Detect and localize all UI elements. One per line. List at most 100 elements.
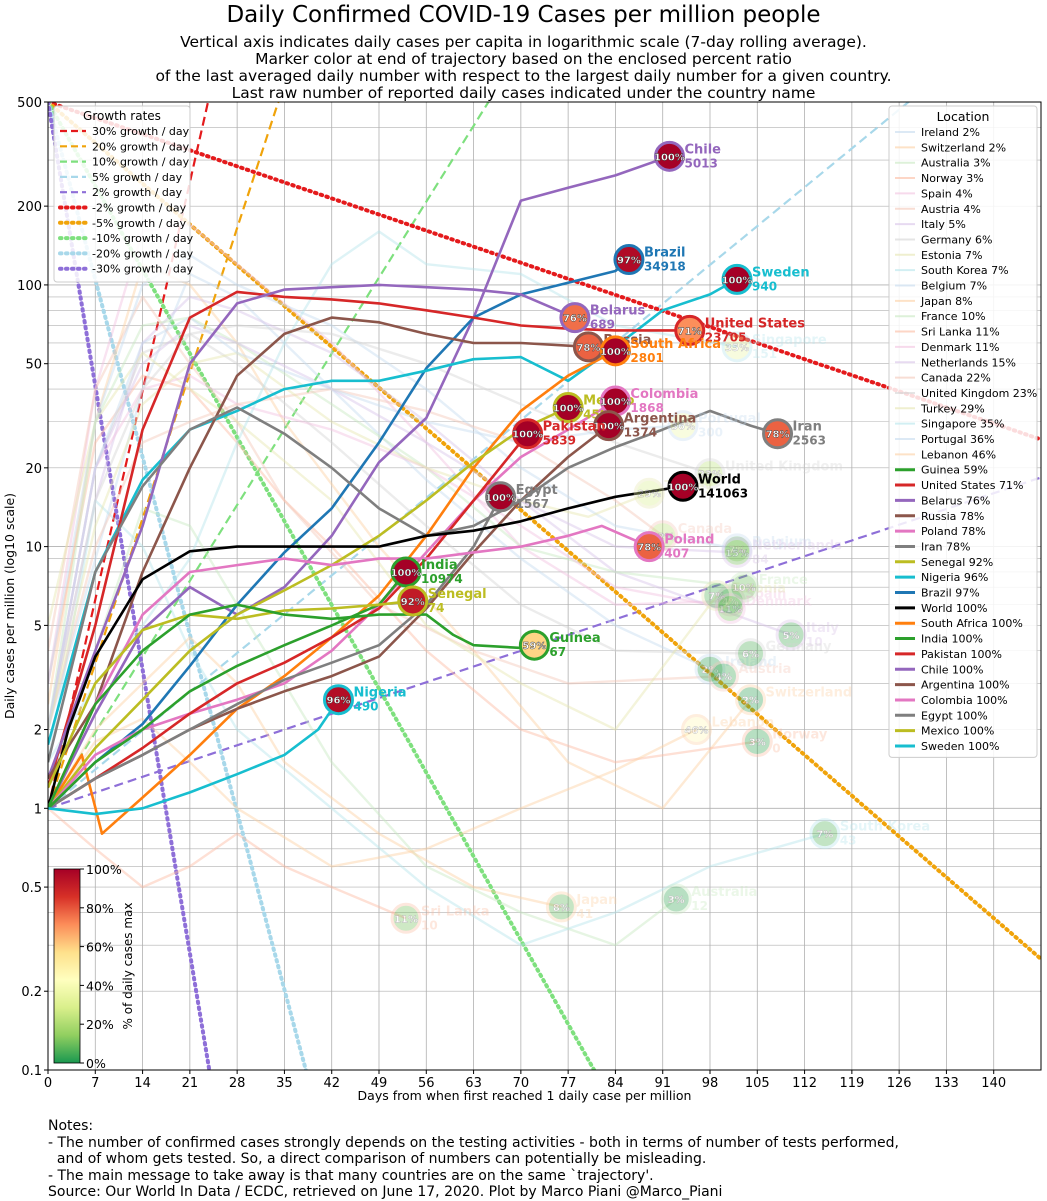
x-axis-label: Days from when first reached 1 daily cas…	[358, 1088, 692, 1103]
marker-percent: 11%	[718, 605, 742, 616]
series-line-spain	[48, 223, 731, 684]
marker-circle	[667, 470, 699, 502]
series-line-netherlands	[48, 324, 738, 730]
location-legend-label: South Africa 100%	[921, 617, 1023, 630]
marker-last-value: 67	[549, 645, 566, 659]
growth-legend-label: 10% growth / day	[92, 156, 190, 169]
location-legend-label: Lebanon 46%	[921, 448, 996, 461]
location-legend-label: Nigeria 96%	[921, 571, 988, 584]
series-line-united-states	[48, 290, 690, 788]
location-legend-label: Portugal 36%	[921, 433, 995, 446]
marker-last-value: 141063	[698, 486, 748, 500]
marker-country-label: Ireland	[725, 655, 777, 670]
marker-percent: 100%	[553, 404, 584, 415]
marker-last-value: 1868	[630, 401, 663, 415]
marker-circle	[653, 140, 685, 172]
marker-circle	[518, 629, 550, 661]
marker-country-label: Australia	[691, 885, 757, 900]
series-line-singapore	[48, 230, 738, 763]
marker-circle	[708, 660, 740, 692]
marker-percent: 100%	[391, 568, 422, 579]
growth-line	[48, 102, 1041, 961]
x-tick-label: 21	[182, 1076, 199, 1091]
y-tick-label: 10	[25, 541, 42, 556]
marker-percent: 11%	[394, 914, 418, 925]
notes-line: - The main message to take away is that …	[48, 1167, 654, 1184]
location-legend-label: Colombia 100%	[921, 694, 1008, 707]
marker-percent: 5%	[783, 631, 800, 642]
series-line-estonia	[48, 351, 718, 731]
marker-percent: 7%	[708, 592, 725, 603]
marker-country-label: Netherlands	[752, 538, 842, 553]
marker-percent: 78%	[576, 343, 600, 354]
y-tick-label: 50	[25, 358, 42, 373]
growth-legend-title: Growth rates	[83, 109, 161, 123]
location-legend-label: Brazil 97%	[921, 587, 980, 600]
marker-circle	[633, 477, 665, 509]
location-legend-label: Germany 6%	[921, 233, 993, 246]
marker-country-label: Lebanon	[711, 716, 774, 731]
series-line-germany	[48, 332, 751, 730]
series-line-ireland	[48, 272, 711, 730]
subtitle-line: Marker color at end of trajectory based …	[255, 50, 792, 68]
marker-last-value: 1374	[624, 426, 657, 440]
marker-percent: 78%	[766, 430, 790, 441]
marker-circle	[552, 392, 584, 424]
marker-percent: 100%	[722, 275, 753, 286]
faded-series	[48, 223, 826, 947]
location-legend-label: South Korea 7%	[921, 264, 1009, 277]
y-tick-label: 2	[34, 724, 42, 739]
marker-country-label: Switzerland	[766, 686, 853, 701]
source-line: Source: Our World In Data / ECDC, retrie…	[48, 1184, 723, 1200]
marker-country-label: Canada	[678, 522, 732, 537]
subtitle-line: Last raw number of reported daily cases …	[231, 84, 816, 102]
series-line-guinea	[48, 603, 535, 809]
location-legend-label: Sweden 100%	[921, 740, 999, 753]
series-line-poland	[48, 524, 650, 809]
series-line-portugal	[48, 316, 684, 730]
growth-legend-label: -20% growth / day	[92, 247, 194, 260]
colorbar-label: % of daily cases max	[121, 903, 135, 1030]
marker-country-label: France	[759, 573, 808, 588]
marker-country-label: Belgium	[752, 535, 812, 550]
marker-country-label: Senegal	[428, 587, 487, 602]
marker-last-value: 2801	[630, 351, 663, 365]
x-tick-label: 28	[229, 1076, 246, 1091]
marker-country-label: Portugal	[698, 412, 761, 427]
y-tick-label: 0.2	[21, 985, 42, 1000]
x-tick-label: 98	[702, 1076, 719, 1091]
marker-last-value: 5839	[543, 434, 576, 448]
marker-last-value: 490	[353, 700, 378, 714]
end-marker-belgium: 7% Belgium	[721, 533, 812, 565]
marker-percent: 100%	[668, 482, 699, 493]
series-line-turkey	[48, 351, 650, 730]
location-legend-label: Ireland 2%	[921, 126, 980, 139]
marker-circle	[721, 536, 753, 568]
marker-country-label: Egypt	[516, 483, 558, 498]
marker-country-label: World	[698, 472, 741, 487]
location-legend-label: Belarus 76%	[921, 494, 990, 507]
x-tick-label: 14	[134, 1076, 151, 1091]
marker-circle	[694, 458, 726, 490]
marker-last-value: 34918	[644, 260, 686, 274]
marker-circle	[322, 684, 354, 716]
location-legend-title: Location	[937, 109, 990, 124]
colorbar-tick-label: 40%	[86, 978, 114, 993]
location-legend-label: Argentina 100%	[921, 679, 1010, 692]
plot-frame	[47, 101, 1042, 1071]
y-tick-label: 500	[17, 96, 42, 111]
y-tick-label: 1	[34, 802, 42, 817]
location-legend-label: France 10%	[921, 310, 986, 323]
notes-line: Notes:	[48, 1118, 94, 1134]
x-tick-label: 70	[513, 1076, 530, 1091]
end-marker-ireland: 2% Ireland	[694, 653, 777, 685]
x-tick-label: 49	[371, 1076, 388, 1091]
marker-percent: 6%	[742, 650, 759, 661]
